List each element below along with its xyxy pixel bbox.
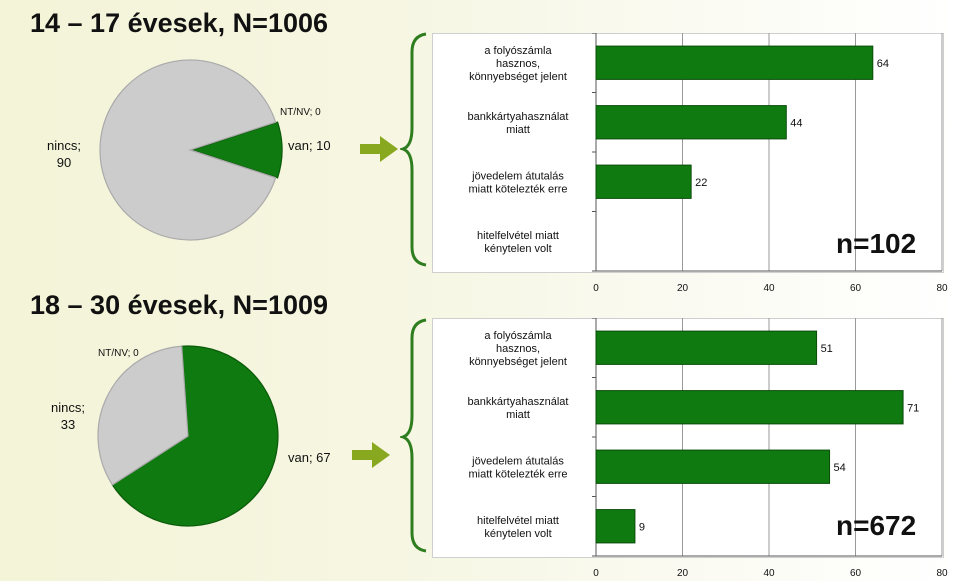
- category-label: bankkártyahasználat: [468, 396, 569, 408]
- x-tick-label: 60: [850, 568, 862, 579]
- pie-chart-18-30: van; 67 NT/NV; 0 nincs; 33: [51, 345, 331, 527]
- arrow-shape: [360, 136, 398, 162]
- pie-slice-van: [190, 121, 283, 179]
- data-label: 22: [695, 177, 707, 189]
- data-label: 71: [907, 402, 919, 414]
- pie-slice-nincs: [97, 345, 189, 486]
- bar: [595, 164, 692, 199]
- pie-label-nt-nv: NT/NV; 0: [98, 348, 139, 359]
- category-label: miatt: [506, 409, 530, 421]
- x-tick-label: 40: [763, 568, 775, 579]
- bar: [595, 509, 636, 544]
- category-label: a folyószámla: [484, 330, 552, 342]
- data-label: 54: [834, 462, 846, 474]
- data-label: 51: [821, 343, 833, 355]
- category-label: kénytelen volt: [484, 528, 551, 540]
- x-tick-label: 60: [850, 283, 862, 294]
- arrow-shape: [352, 442, 390, 468]
- brace-icon: [400, 318, 427, 553]
- bar: [595, 390, 904, 425]
- bar: [595, 330, 818, 365]
- bar-chart-18-30: 0 20 40 60 80 a folyószámlahasznos,könnyebség…: [468, 318, 948, 579]
- pie-label-nincs: 33: [61, 417, 75, 432]
- pie-label-nt-nv: NT/NV; 0: [280, 107, 321, 118]
- category-label: jövedelem átutalás: [471, 170, 564, 182]
- data-label: 44: [790, 117, 802, 129]
- data-label: 64: [877, 58, 889, 70]
- arrow-right-icon: [352, 442, 390, 468]
- category-label: könnyebséget jelent: [469, 356, 567, 368]
- x-tick-label: 20: [677, 283, 689, 294]
- category-label: a folyószámla: [484, 45, 552, 57]
- x-tick-label: 0: [593, 568, 599, 579]
- pie-slice-van: [111, 345, 279, 527]
- panel1-title: 14 – 17 évesek, N=1006: [30, 8, 329, 38]
- n-label-2: n=672: [836, 510, 917, 541]
- pie-label-nincs: 90: [57, 155, 71, 170]
- category-label: jövedelem átutalás: [471, 455, 564, 467]
- pie-chart-14-17: van; 10 NT/NV; 0 nincs; 90: [47, 59, 331, 241]
- pie-slice-nincs: [99, 59, 277, 241]
- category-label: miatt kötelezték erre: [468, 183, 567, 195]
- category-label: miatt kötelezték erre: [468, 468, 567, 480]
- x-tick-label: 0: [593, 283, 599, 294]
- category-label: miatt: [506, 124, 530, 136]
- pie-label-nincs: nincs;: [51, 400, 85, 415]
- data-label: 9: [639, 521, 645, 533]
- pie-label-nincs: nincs;: [47, 138, 81, 153]
- category-label: hasznos,: [496, 58, 540, 70]
- bar: [595, 449, 831, 484]
- pie-label-van: van; 67: [288, 450, 331, 465]
- panel2-title: 18 – 30 évesek, N=1009: [30, 290, 329, 320]
- brace-icon: [400, 32, 427, 267]
- category-label: kénytelen volt: [484, 243, 551, 255]
- category-label: hitelfelvétel miatt: [477, 515, 559, 527]
- pie-label-van: van; 10: [288, 138, 331, 153]
- x-tick-label: 20: [677, 568, 689, 579]
- bar: [595, 105, 787, 140]
- category-label: hasznos,: [496, 343, 540, 355]
- x-tick-label: 40: [763, 283, 775, 294]
- arrow-right-icon: [360, 136, 398, 162]
- n-label-1: n=102: [836, 228, 917, 259]
- bar-chart-14-17: 0 20 40 60 80 a folyószámlahasznos,könnyebség…: [468, 33, 948, 294]
- category-label: bankkártyahasználat: [468, 111, 569, 123]
- category-label: könnyebséget jelent: [469, 71, 567, 83]
- category-label: hitelfelvétel miatt: [477, 230, 559, 242]
- x-tick-label: 80: [936, 568, 948, 579]
- x-tick-label: 80: [936, 283, 948, 294]
- bar: [595, 45, 874, 80]
